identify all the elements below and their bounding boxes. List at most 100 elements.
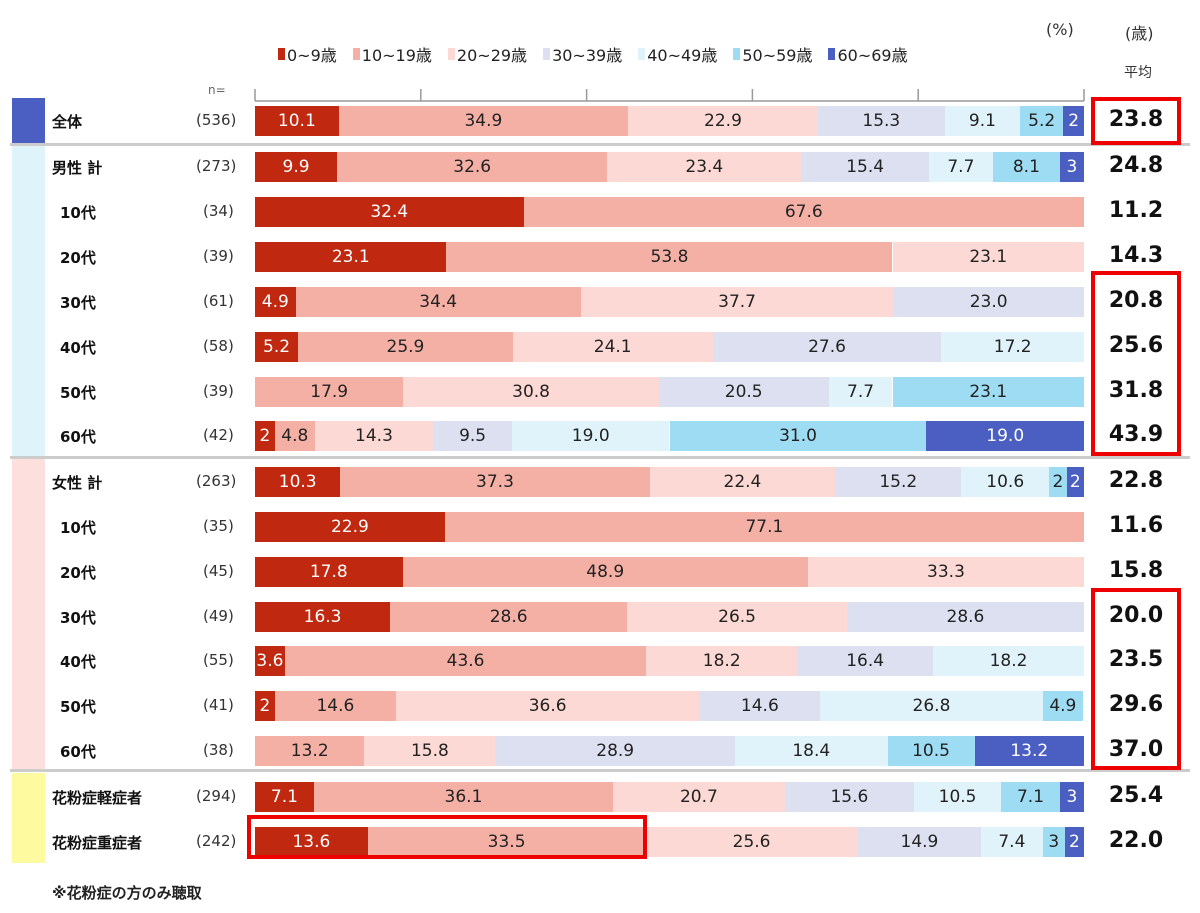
bar-segment-50~59歳: 5.2: [1020, 106, 1064, 136]
bar-segment-40~49歳: 10.5: [914, 782, 1002, 812]
row-n: (294): [196, 787, 237, 805]
bar-segment-30~39歳: 15.3: [817, 106, 945, 136]
row-label: 女性 計: [52, 474, 103, 492]
bar-segment-50~59歳: 10.5: [887, 736, 975, 766]
row-n: (58): [203, 337, 234, 355]
bar-segment-0~9歳: 23.1: [255, 242, 447, 272]
legend: 0~9歳 10~19歳 20~29歳 30~39歳 40~49歳 50~59歳 60~69歳: [278, 42, 908, 66]
bar-segment-0~9歳: 9.9: [255, 152, 338, 182]
n-header: n=: [208, 83, 226, 97]
bar-segment-20~29歳: 37.7: [580, 287, 894, 317]
row-n: (38): [203, 741, 234, 759]
bar-segment-0~9歳: 32.4: [255, 197, 524, 227]
bar-segment-10~19歳: 43.6: [284, 646, 647, 676]
row-label: 40代: [60, 339, 96, 357]
bar-segment-10~19歳: 53.8: [446, 242, 893, 272]
bar-segment-0~9歳: 2: [255, 421, 275, 451]
bar-segment-40~49歳: 10.6: [961, 467, 1050, 497]
row-label: 30代: [60, 609, 96, 627]
legend-label: 20~29歳: [456, 46, 528, 65]
legend-swatch: [638, 48, 646, 60]
bar-segment-50~59歳: 23.1: [892, 377, 1084, 407]
bar-segment-20~29歳: 24.1: [512, 332, 713, 362]
row-label: 花粉症重症者: [52, 834, 143, 852]
bar-segment-10~19歳: 33.5: [367, 827, 646, 857]
bar-segment-30~39歳: 23.0: [893, 287, 1084, 317]
bar-segment-40~49歳: 7.7: [828, 377, 893, 407]
bar-segment-10~19歳: 37.3: [340, 467, 650, 497]
bar-segment-10~19歳: 4.8: [274, 421, 315, 451]
bar-segment-10~19歳: 28.6: [390, 602, 628, 632]
bar-segment-30~39歳: 14.6: [699, 691, 821, 721]
highlight-box: [1091, 271, 1181, 456]
row-average: 22.8: [1108, 468, 1164, 493]
row-average: 22.0: [1108, 828, 1164, 853]
bar-segment-10~19歳: 32.6: [337, 152, 608, 182]
row-n: (35): [203, 517, 234, 535]
bar-segment-30~39歳: 15.4: [801, 152, 929, 182]
row-n: (34): [203, 202, 234, 220]
row-label: 30代: [60, 294, 96, 312]
bar-segment-20~29歳: 22.9: [628, 106, 818, 136]
row-label: 10代: [60, 519, 96, 537]
row-n: (536): [196, 111, 237, 129]
legend-swatch: [352, 48, 360, 60]
bar-segment-10~19歳: 34.9: [338, 106, 629, 136]
row-n: (42): [203, 426, 234, 444]
row-label: 20代: [60, 249, 96, 267]
bar-segment-30~39歳: 9.5: [433, 421, 512, 451]
legend-item: 30~39歳: [543, 42, 622, 66]
bar-segment-20~29歳: 26.5: [627, 602, 847, 632]
row-label: 50代: [60, 384, 96, 402]
bar-segment-40~49歳: 17.2: [941, 332, 1084, 362]
bar-segment-20~29歳: 14.3: [314, 421, 434, 451]
legend-item: 40~49歳: [638, 42, 717, 66]
row-label: 10代: [60, 204, 96, 222]
bar-segment-10~19歳: 34.4: [295, 287, 581, 317]
bar-segment-10~19歳: 13.2: [255, 736, 365, 766]
bar-segment-60~69歳: 2: [1064, 827, 1084, 857]
legend-swatch: [828, 48, 836, 60]
row-average: 31.8: [1108, 378, 1164, 403]
bar-segment-0~9歳: 17.8: [255, 557, 403, 587]
row-average: 23.8: [1108, 107, 1164, 132]
bar-segment-20~29歳: 23.4: [607, 152, 802, 182]
bar-segment-20~29歳: 33.3: [807, 557, 1084, 587]
row-average: 25.6: [1108, 333, 1164, 358]
highlight-box: [1091, 588, 1181, 770]
bar-segment-60~69歳: 3: [1059, 782, 1084, 812]
highlight-box: [1091, 97, 1181, 145]
row-average: 15.8: [1108, 558, 1164, 583]
bar-segment-10~19歳: 14.6: [274, 691, 396, 721]
row-label: 20代: [60, 564, 96, 582]
bar-segment-40~49歳: 9.1: [944, 106, 1021, 136]
row-label: 60代: [60, 743, 96, 761]
bar-segment-20~29歳: 23.1: [892, 242, 1084, 272]
row-n: (55): [203, 651, 234, 669]
bar-segment-20~29歳: 22.4: [649, 467, 836, 497]
percent-unit: (%): [1046, 20, 1074, 39]
row-label: 40代: [60, 653, 96, 671]
bar-segment-30~39歳: 28.9: [495, 736, 735, 766]
legend-item: 50~59歳: [733, 42, 812, 66]
bar-segment-0~9歳: 2: [255, 691, 275, 721]
row-n: (273): [196, 157, 237, 175]
row-n: (45): [203, 562, 234, 580]
bar-segment-60~69歳: 2: [1063, 106, 1084, 136]
legend-label: 50~59歳: [742, 46, 813, 65]
legend-item: 10~19歳: [352, 42, 432, 66]
legend-item: 20~29歳: [447, 42, 528, 66]
legend-label: 30~39歳: [552, 46, 623, 65]
bar-segment-30~39歳: 27.6: [712, 332, 942, 362]
group-strip-pollen: [12, 773, 45, 863]
row-average: 43.9: [1108, 422, 1164, 447]
bar-segment-30~39歳: 16.4: [797, 646, 934, 676]
separator: [10, 143, 1190, 146]
legend-label: 60~69歳: [837, 46, 908, 65]
legend-item: 0~9歳: [278, 42, 337, 66]
row-n: (242): [196, 832, 237, 850]
bar-segment-40~49歳: 18.4: [734, 736, 888, 766]
bar-segment-30~39歳: 15.6: [784, 782, 915, 812]
bar-segment-40~49歳: 7.7: [928, 152, 993, 182]
